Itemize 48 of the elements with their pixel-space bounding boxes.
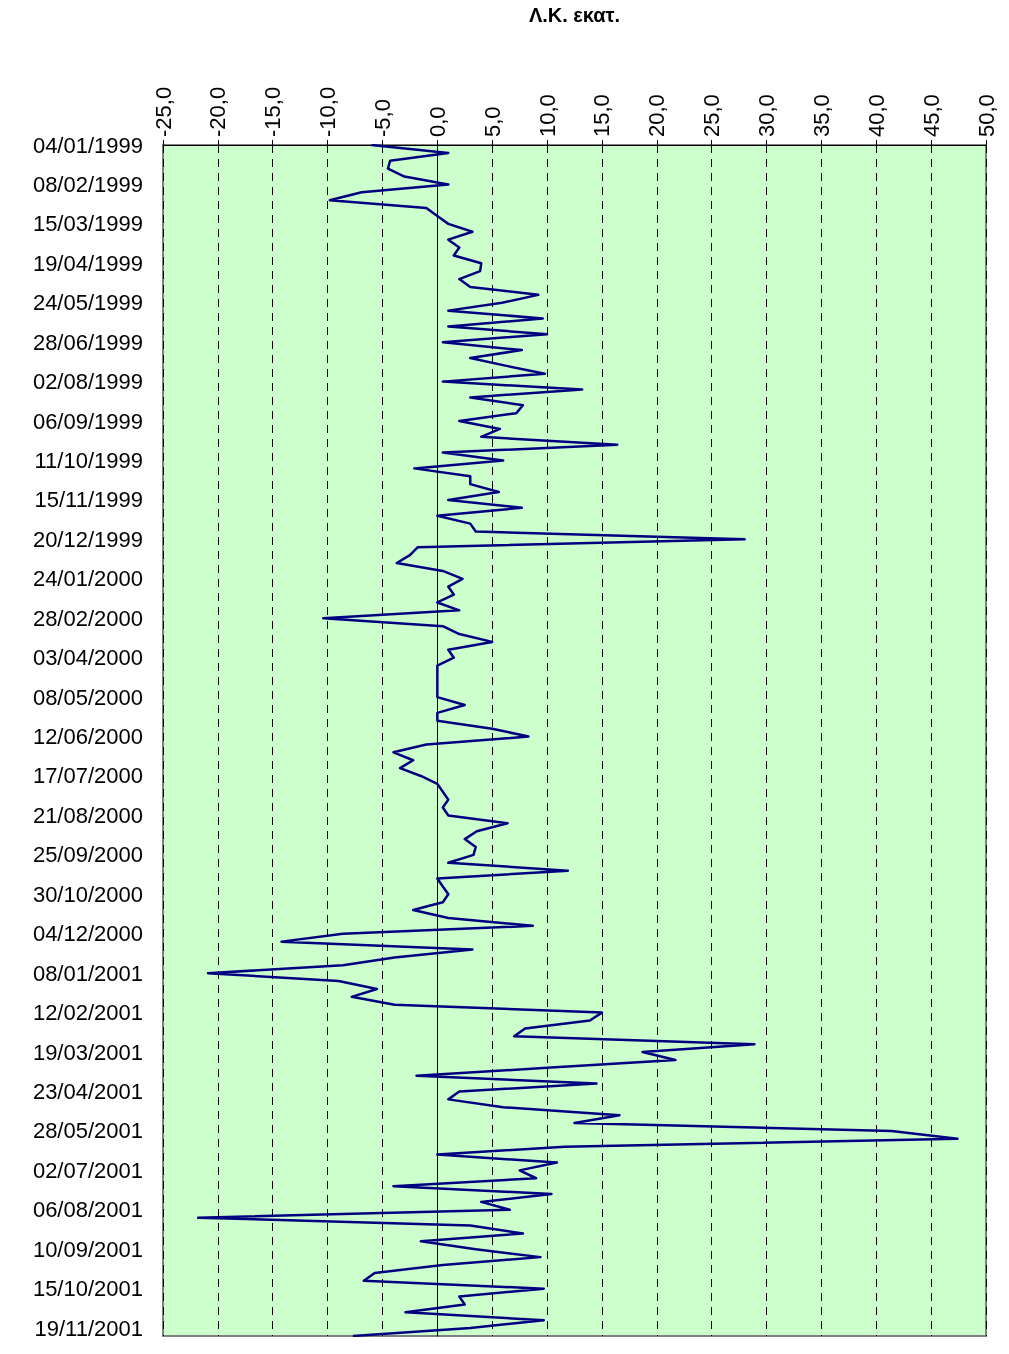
x-tick-label: 5,0: [479, 106, 505, 137]
y-tick-label: 06/08/2001: [32, 1197, 143, 1223]
x-tick-label: -15,0: [260, 86, 286, 137]
y-tick-label: 19/11/2001: [34, 1315, 143, 1341]
x-axis-title: Λ.Κ. εκατ.: [528, 4, 621, 26]
y-tick-label: 23/04/2001: [32, 1078, 143, 1104]
y-tick-label: 15/11/1999: [34, 487, 143, 513]
y-tick-label: 02/08/1999: [32, 369, 143, 395]
x-tick-label: 20,0: [644, 94, 670, 137]
y-tick-label: 15/10/2001: [32, 1276, 143, 1302]
y-tick-label: 12/06/2000: [32, 724, 143, 750]
y-tick-label: 11/10/1999: [34, 448, 143, 473]
x-tick-label: -5,0: [369, 99, 395, 137]
y-tick-label: 19/03/2001: [32, 1039, 143, 1065]
x-tick-label: 30,0: [754, 94, 780, 137]
y-tick-label: 08/02/1999: [32, 171, 143, 197]
y-tick-label: 04/12/2000: [32, 921, 143, 947]
y-tick-label: 03/04/2000: [32, 645, 143, 671]
y-tick-label: 06/09/1999: [32, 408, 143, 434]
y-tick-label: 19/04/1999: [32, 250, 143, 276]
y-tick-label: 15/03/1999: [32, 211, 143, 237]
x-tick-label: 15,0: [589, 94, 615, 137]
y-tick-label: 12/02/2001: [32, 1000, 143, 1026]
y-tick-label: 10/09/2001: [32, 1236, 143, 1262]
y-tick-label: 08/05/2000: [32, 684, 143, 710]
x-tick-label: -25,0: [150, 86, 176, 137]
x-tick-label: -10,0: [315, 86, 341, 137]
y-tick-label: 17/07/2000: [32, 763, 143, 789]
y-tick-label: 28/02/2000: [32, 605, 143, 631]
y-tick-label: 21/08/2000: [32, 802, 143, 828]
x-tick-label: 40,0: [863, 94, 889, 137]
x-tick-label: 50,0: [973, 94, 999, 137]
y-tick-label: 28/06/1999: [32, 329, 143, 355]
x-tick-label: 25,0: [699, 94, 725, 137]
x-tick-label: 0,0: [424, 106, 450, 137]
y-tick-label: 08/01/2001: [32, 960, 143, 986]
y-tick-label: 04/01/1999: [32, 132, 143, 158]
y-tick-label: 24/05/1999: [32, 290, 143, 316]
y-tick-label: 28/05/2001: [32, 1118, 143, 1144]
x-tick-label: 10,0: [534, 94, 560, 137]
y-tick-label: 25/09/2000: [32, 842, 143, 868]
x-tick-label: -20,0: [205, 86, 231, 137]
y-tick-label: 20/12/1999: [32, 526, 143, 552]
x-tick-label: 35,0: [808, 94, 834, 137]
y-tick-label: 02/07/2001: [32, 1157, 143, 1183]
y-tick-label: 30/10/2000: [32, 881, 143, 907]
y-tick-label: 24/01/2000: [32, 566, 143, 592]
x-tick-label: 45,0: [918, 94, 944, 137]
